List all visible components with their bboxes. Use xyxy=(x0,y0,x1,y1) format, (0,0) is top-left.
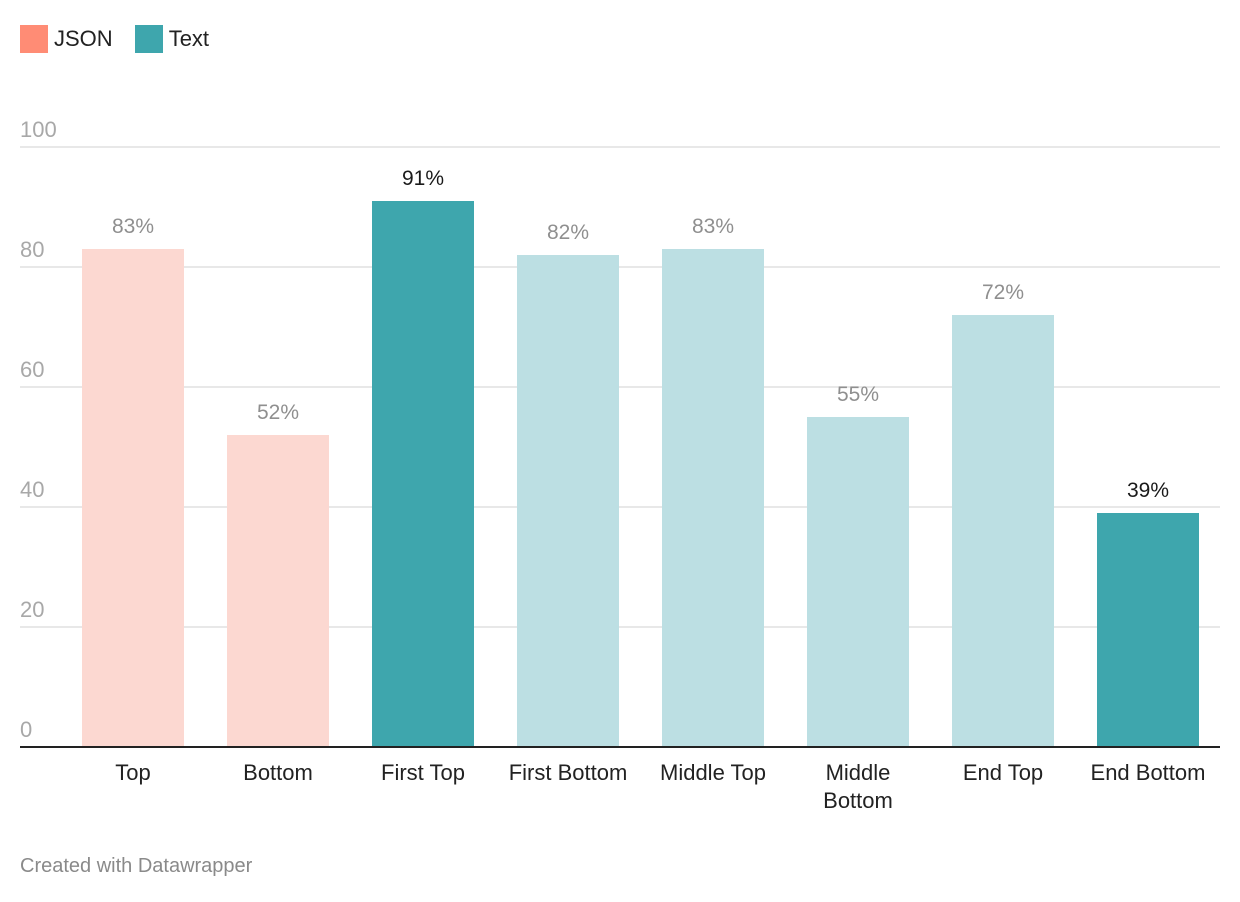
y-tick-label: 80 xyxy=(20,237,44,262)
bar xyxy=(82,249,184,747)
x-tick-label: End Top xyxy=(963,760,1043,785)
bar xyxy=(952,315,1054,747)
bar xyxy=(517,255,619,747)
y-tick-label: 20 xyxy=(20,597,44,622)
legend-label: Text xyxy=(168,26,210,51)
x-tick-label: First Bottom xyxy=(509,760,628,785)
data-label: 91% xyxy=(402,167,444,190)
legend-item-json: JSON xyxy=(20,25,113,53)
data-label: 55% xyxy=(837,383,879,406)
y-tick-label: 100 xyxy=(20,117,57,142)
x-tick-label: Bottom xyxy=(823,788,893,813)
data-label: 52% xyxy=(257,401,299,424)
x-tick-label: First Top xyxy=(381,760,465,785)
data-label: 82% xyxy=(547,221,589,244)
data-label: 72% xyxy=(982,281,1024,304)
y-tick-label: 0 xyxy=(20,717,32,742)
x-tick-label: Top xyxy=(115,760,150,785)
legend-swatch xyxy=(134,25,163,53)
legend-swatch xyxy=(20,25,48,53)
bar xyxy=(1097,513,1199,747)
x-tick-label: Bottom xyxy=(243,760,313,785)
data-label: 83% xyxy=(692,215,734,238)
x-tick-label: Middle Top xyxy=(660,760,766,785)
y-tick-label: 60 xyxy=(20,357,44,382)
data-label: 83% xyxy=(112,215,154,238)
legend: JSON Text xyxy=(20,25,231,53)
legend-item-text: Text xyxy=(134,25,210,53)
x-tick-label: End Bottom xyxy=(1091,760,1206,785)
bar xyxy=(807,417,909,747)
data-label: 39% xyxy=(1127,479,1169,502)
legend-label: JSON xyxy=(54,26,113,51)
x-tick-label: Middle xyxy=(826,760,891,785)
bar xyxy=(662,249,764,747)
y-tick-label: 40 xyxy=(20,477,44,502)
credit-text: Created with Datawrapper xyxy=(20,855,253,877)
bar xyxy=(227,435,329,747)
bar xyxy=(372,201,474,747)
